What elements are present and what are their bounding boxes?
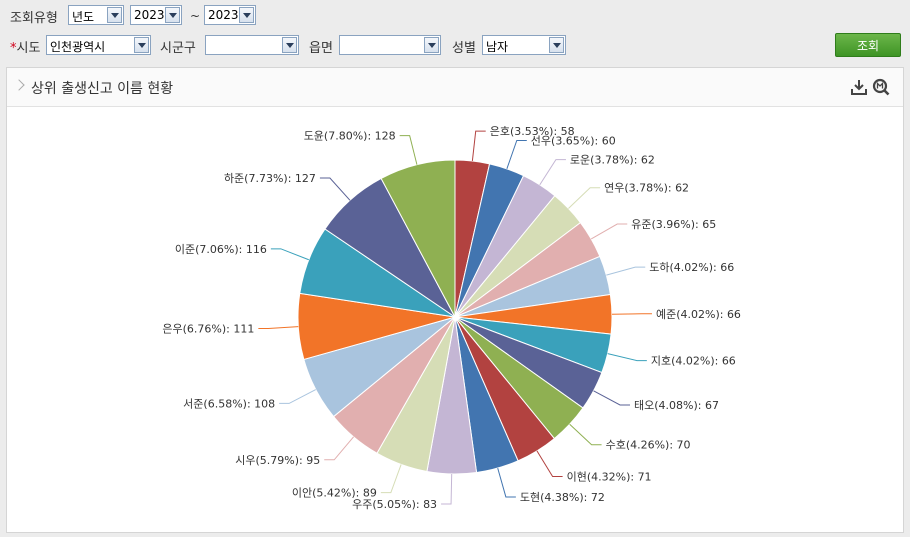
leader-line-12	[441, 473, 453, 505]
sido-select[interactable]: 인천광역시	[46, 35, 151, 55]
leader-line-17	[270, 248, 309, 261]
year-from-select[interactable]: 2023	[130, 5, 182, 25]
year-to-value: 2023	[208, 8, 239, 22]
leader-line-14	[324, 436, 354, 461]
range-tilde: ~	[190, 9, 201, 23]
leader-line-1	[506, 140, 527, 169]
data-label-6: 예준(4.02%): 66	[656, 308, 741, 321]
leader-line-3	[568, 187, 601, 209]
data-label-10: 이현(4.32%): 71	[567, 471, 652, 484]
data-label-0: 은호(3.53%): 58	[490, 125, 575, 138]
gender-select[interactable]: 남자	[482, 35, 566, 55]
sigungu-select[interactable]	[205, 35, 299, 55]
data-label-3: 연우(3.78%): 62	[604, 182, 689, 195]
chevron-down-icon	[282, 37, 297, 53]
data-label-13: 이안(5.42%): 89	[292, 487, 377, 500]
sido-label-text: 시도	[16, 41, 41, 56]
chevron-down-icon	[107, 7, 122, 23]
type-select-value: 년도	[72, 10, 95, 24]
gender-label: 성별	[452, 41, 476, 56]
eupmyeon-label: 읍면	[309, 41, 333, 56]
data-label-1: 선우(3.65%): 60	[531, 135, 616, 148]
leader-line-8	[593, 390, 631, 406]
type-select[interactable]: 년도	[68, 5, 124, 25]
leader-line-19	[399, 135, 418, 165]
data-label-15: 서준(6.58%): 108	[183, 397, 275, 410]
search-button[interactable]: 조회	[835, 33, 901, 57]
data-label-2: 로운(3.78%): 62	[570, 154, 655, 167]
data-label-8: 태오(4.08%): 67	[634, 399, 719, 412]
leader-line-5	[606, 266, 646, 276]
leader-line-6	[611, 313, 652, 315]
data-label-11: 도현(4.38%): 72	[520, 491, 605, 504]
leader-line-18	[319, 177, 351, 201]
leader-line-13	[380, 464, 402, 494]
leader-line-0	[471, 130, 486, 162]
data-label-14: 시우(5.79%): 95	[235, 454, 320, 467]
sido-label: *시도	[10, 37, 40, 56]
type-label: 조회유형	[10, 11, 58, 26]
zoom-icon[interactable]	[872, 78, 890, 96]
chevron-down-icon	[165, 7, 180, 23]
leader-line-7	[607, 353, 647, 362]
sido-select-value: 인천광역시	[50, 40, 106, 54]
leader-line-15	[279, 389, 316, 404]
data-label-12: 우주(5.05%): 83	[352, 498, 437, 511]
pie-slice-19[interactable]	[380, 159, 456, 318]
required-mark: *	[10, 41, 17, 56]
data-label-4: 유준(3.96%): 65	[631, 218, 716, 231]
data-label-9: 수호(4.26%): 70	[606, 439, 691, 452]
chevron-down-icon	[239, 7, 254, 23]
leader-line-4	[590, 223, 628, 240]
data-label-19: 도윤(7.80%): 128	[304, 130, 396, 143]
year-from-value: 2023	[134, 8, 165, 22]
chevron-down-icon	[134, 37, 149, 53]
leader-line-9	[569, 423, 602, 446]
gender-select-value: 남자	[486, 40, 509, 54]
panel-title: 상위 출생신고 이름 현황	[31, 81, 174, 97]
leader-line-16	[258, 326, 299, 329]
leader-line-10	[536, 450, 563, 478]
data-label-7: 지호(4.02%): 66	[651, 355, 736, 368]
panel-header: 상위 출생신고 이름 현황	[7, 68, 903, 107]
data-label-18: 하준(7.73%): 127	[224, 171, 316, 185]
data-label-16: 은우(6.76%): 111	[162, 322, 254, 335]
chevron-down-icon	[549, 37, 564, 53]
chevron-down-icon	[424, 37, 439, 53]
data-label-17: 이준(7.06%): 116	[175, 243, 267, 256]
eupmyeon-select[interactable]	[339, 35, 441, 55]
download-icon[interactable]	[850, 78, 868, 96]
leader-line-2	[539, 159, 566, 186]
data-label-5: 도하(4.02%): 66	[649, 260, 734, 274]
leader-line-11	[497, 467, 516, 498]
year-to-select[interactable]: 2023	[204, 5, 256, 25]
sigungu-label: 시군구	[160, 41, 196, 56]
